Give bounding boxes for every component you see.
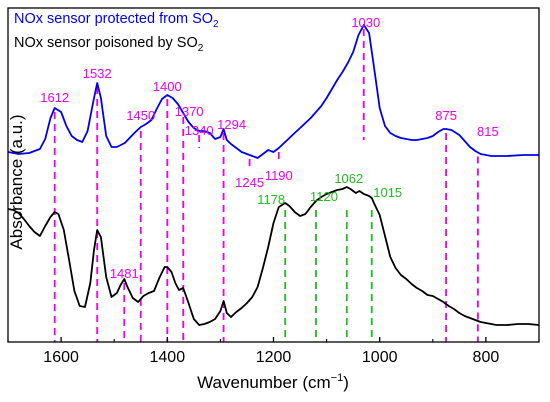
x-axis-ticks: 1600 1400 1200 1000 800: [7, 337, 540, 366]
peak-label-1245: 1245: [235, 175, 264, 190]
x-axis-title: Wavenumber (cm−1): [197, 372, 349, 392]
legend-entry-poisoned-sub: 2: [198, 43, 204, 54]
peak-label-1015: 1015: [373, 185, 402, 200]
legend-entry-protected-text: NOx sensor protected from SO: [14, 11, 213, 27]
peak-label-1532: 1532: [83, 66, 112, 81]
x-axis-title-end: ): [343, 373, 349, 392]
x-tick-label-1000: 1000: [362, 349, 398, 366]
peak-label-1030: 1030: [351, 15, 380, 30]
legend-entry-protected: NOx sensor protected from SO2: [14, 11, 219, 30]
y-axis-title: Absorbance (a.u.): [7, 114, 26, 249]
peak-label-1400: 1400: [153, 79, 182, 94]
legend-entry-protected-sub: 2: [213, 19, 219, 30]
series-lines: [7, 24, 540, 326]
x-tick-label-800: 800: [473, 349, 500, 366]
peak-labels: 1612 1532 1450 1400 1370 1340 1294 1245 1190 1030…: [40, 15, 499, 281]
x-axis-title-text: Wavenumber (cm: [197, 373, 331, 392]
peak-label-875: 875: [435, 108, 457, 123]
peak-label-1481: 1481: [110, 266, 139, 281]
peak-label-1294: 1294: [217, 117, 246, 132]
peak-guide-lines: [53, 29, 479, 342]
peak-label-1612: 1612: [40, 90, 69, 105]
peak-label-1190: 1190: [265, 168, 293, 183]
x-axis-title-sup: −1: [331, 372, 344, 384]
series-poisoned-line: [7, 186, 540, 326]
peak-label-1062: 1062: [334, 171, 363, 186]
peak-label-1178: 1178: [257, 192, 285, 207]
legend: NOx sensor protected from SO2 NOx sensor…: [14, 11, 219, 54]
peak-label-1450: 1450: [126, 108, 155, 123]
peak-label-1120: 1120: [310, 189, 338, 204]
x-tick-label-1600: 1600: [43, 349, 79, 366]
legend-entry-poisoned-text: NOx sensor poisoned by SO: [14, 35, 198, 51]
peak-label-1340: 1340: [185, 123, 214, 138]
peak-label-1370: 1370: [175, 104, 204, 119]
series-protected-line: [7, 24, 539, 159]
x-tick-label-1400: 1400: [150, 349, 186, 366]
x-tick-label-1200: 1200: [256, 349, 292, 366]
legend-entry-poisoned: NOx sensor poisoned by SO2: [14, 35, 204, 54]
peak-label-815: 815: [477, 124, 499, 139]
